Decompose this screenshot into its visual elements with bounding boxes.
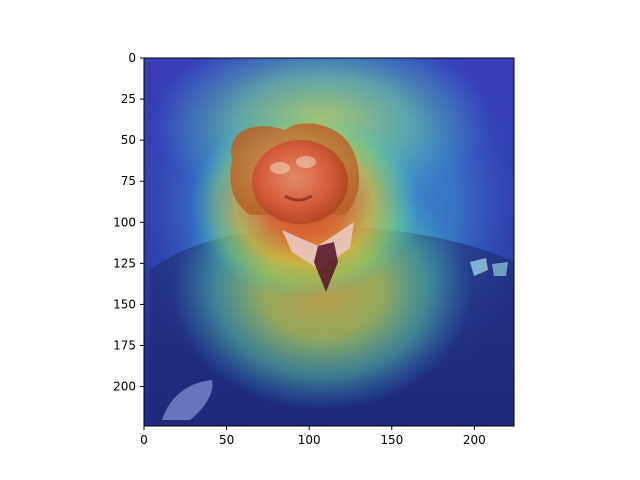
- y-tick-label: 175: [113, 339, 136, 353]
- x-tick-label: 200: [463, 433, 486, 447]
- x-tick-label: 100: [298, 433, 321, 447]
- y-tick-label: 50: [121, 133, 136, 147]
- y-tick-label: 0: [128, 51, 136, 65]
- heatmap-image: [144, 58, 514, 426]
- y-tick-label: 100: [113, 215, 136, 229]
- x-tick-label: 0: [140, 433, 148, 447]
- x-axis: 0 50 100 150 200: [140, 426, 486, 447]
- x-tick-label: 150: [380, 433, 403, 447]
- plot-frame: [143, 57, 515, 427]
- y-tick-label: 75: [121, 174, 136, 188]
- x-tick-label: 50: [219, 433, 234, 447]
- y-axis: 0 25 50 75 100 125 150 175 200: [113, 51, 144, 394]
- y-tick-label: 150: [113, 297, 136, 311]
- y-tick-label: 25: [121, 92, 136, 106]
- y-tick-label: 125: [113, 256, 136, 270]
- y-tick-label: 200: [113, 380, 136, 394]
